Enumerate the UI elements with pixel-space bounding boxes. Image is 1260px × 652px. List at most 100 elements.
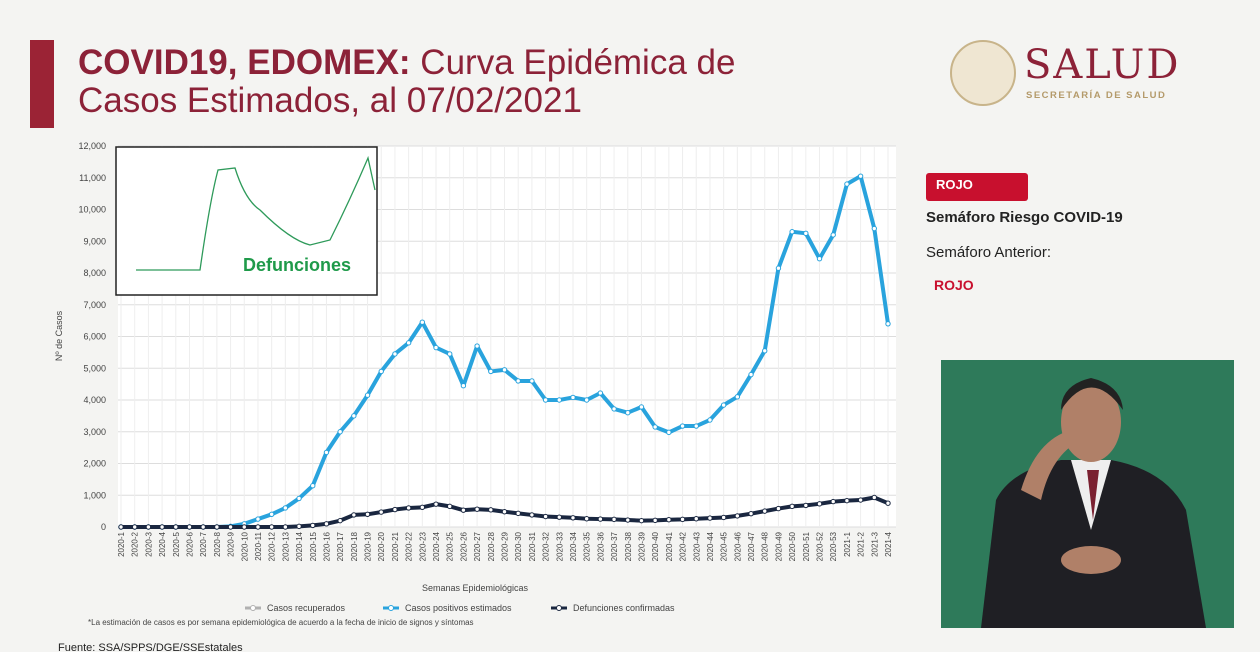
point [570, 394, 576, 401]
x-tick-label: 2020-26 [459, 531, 468, 561]
x-tick-label: 2020-20 [377, 531, 386, 561]
x-tick-label: 2020-2 [131, 531, 140, 556]
y-axis-label: Nº de Casos [54, 310, 64, 361]
point [748, 371, 754, 378]
point [405, 505, 412, 511]
label: Semáforo Anterior: [926, 244, 1052, 261]
point [542, 397, 549, 403]
title-rest: Curva Epidémica de Casos Estimados, al 0… [78, 43, 736, 120]
point [241, 524, 247, 530]
x-tick-label: 2021-3 [870, 531, 879, 556]
x-tick-label: 2020-9 [227, 531, 236, 556]
point [364, 392, 371, 398]
point [775, 505, 782, 512]
legend-swatch [556, 605, 562, 611]
point [515, 510, 521, 517]
interpreter [981, 378, 1206, 628]
point [310, 483, 316, 489]
point [173, 524, 179, 530]
x-tick-label: 2020-12 [268, 531, 277, 561]
point [693, 423, 699, 429]
x-tick-label: 2020-29 [501, 531, 510, 561]
x-tick-label: 2020-37 [610, 531, 619, 561]
x-tick-label: 2020-24 [432, 531, 441, 561]
point [255, 516, 261, 522]
x-tick-label: 2020-21 [391, 531, 400, 561]
y-tick-label: 11,000 [79, 173, 106, 183]
x-tick-label: 2020-38 [624, 531, 633, 561]
x-tick-label: 2020-28 [487, 531, 496, 561]
point [378, 509, 384, 515]
legend-label: Casos positivos estimados [405, 603, 512, 613]
point [351, 413, 357, 419]
point [337, 517, 343, 524]
point [159, 524, 165, 530]
point [282, 524, 289, 530]
x-tick-label: 2020-15 [309, 531, 318, 561]
x-tick-label: 2020-34 [569, 531, 578, 561]
logo-sub: SECRETARÍA DE SALUD [1026, 90, 1167, 101]
x-tick-label: 2020-45 [720, 531, 729, 561]
legend-swatch [388, 605, 394, 611]
y-tick-label: 5,000 [83, 363, 106, 373]
point [145, 524, 152, 530]
x-tick-label: 2020-42 [679, 531, 688, 561]
point [597, 390, 604, 396]
x-tick-label: 2020-30 [514, 531, 523, 561]
x-tick-label: 2020-1 [117, 531, 126, 556]
x-tick-label: 2020-33 [555, 531, 564, 561]
point [762, 348, 768, 354]
point [214, 524, 220, 530]
point [419, 504, 426, 511]
x-tick-label: 2020-51 [802, 531, 811, 561]
x-tick-label: 2020-17 [336, 531, 345, 561]
point [748, 510, 754, 517]
logo: SALUD SECRETARÍA DE SALUD [950, 40, 1190, 110]
point [871, 494, 878, 501]
x-tick-label: 2020-50 [788, 531, 797, 561]
point [268, 511, 275, 517]
point [638, 404, 645, 410]
x-tick-label: 2020-53 [829, 531, 838, 561]
point [282, 505, 289, 511]
point [720, 514, 727, 521]
x-tick-label: 2020-46 [733, 531, 742, 561]
point [474, 343, 480, 349]
point [693, 516, 699, 522]
y-tick-label: 2,000 [83, 459, 106, 469]
point [844, 181, 850, 187]
x-tick-label: 2020-11 [254, 531, 263, 560]
point [405, 340, 412, 346]
point [803, 230, 809, 237]
y-tick-label: 1,000 [83, 490, 106, 500]
point [734, 394, 741, 400]
point [255, 524, 261, 530]
x-tick-label: 2020-25 [446, 531, 455, 561]
point [666, 516, 672, 523]
y-tick-label: 10,000 [78, 205, 106, 215]
x-tick-label: 2020-31 [528, 531, 537, 561]
point [460, 507, 467, 513]
point [488, 507, 494, 513]
point [611, 516, 617, 523]
x-tick-label: 2020-13 [281, 531, 290, 561]
point [501, 367, 508, 373]
footnote: *La estimación de casos es por semana ep… [88, 618, 474, 627]
x-tick-label: 2020-8 [213, 531, 222, 556]
point [570, 515, 576, 521]
point [830, 232, 836, 238]
point [515, 378, 521, 384]
point [433, 501, 439, 507]
point [118, 524, 124, 530]
y-tick-label: 4,000 [83, 395, 106, 405]
point [433, 344, 439, 351]
point [556, 514, 562, 520]
y-tick-label: 7,000 [83, 300, 106, 310]
x-axis-label: Semanas Epidemiológicas [422, 583, 529, 593]
semaforo: ROJO Semáforo Riesgo COVID-19 Semáforo A… [926, 173, 1123, 293]
point [625, 410, 631, 416]
point [789, 503, 795, 510]
point [200, 524, 206, 530]
legend: Casos recuperados Casos positivos estimad… [245, 603, 675, 613]
